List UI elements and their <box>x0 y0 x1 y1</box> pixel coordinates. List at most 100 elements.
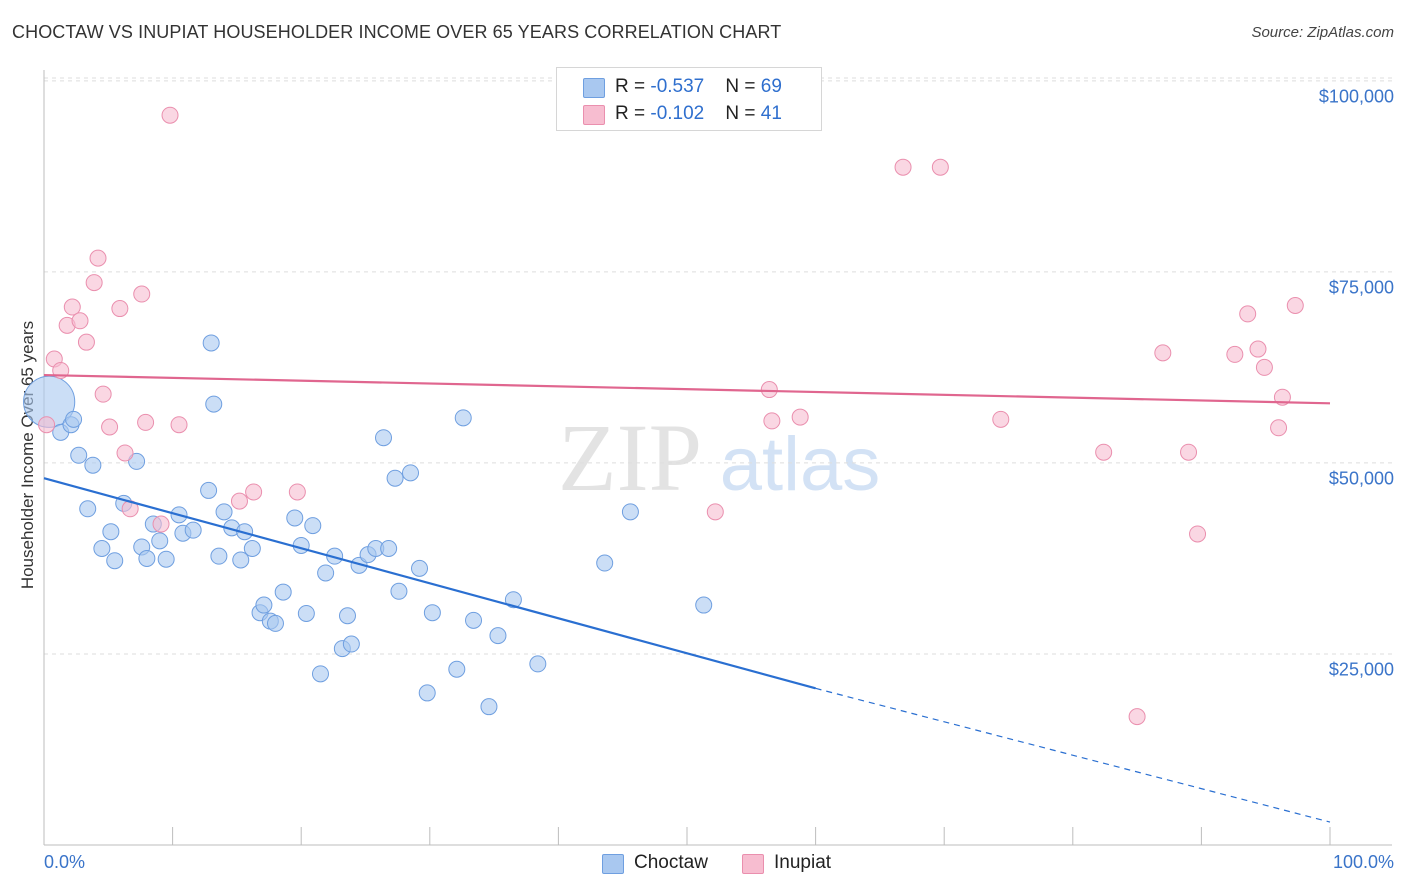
choctaw-point <box>286 509 304 527</box>
inupiat-point <box>931 158 949 176</box>
choctaw-point <box>297 604 315 622</box>
inupiat-point <box>791 408 809 426</box>
correlation-legend: R = -0.537 N = 69 R = -0.102 N = 41 <box>556 67 822 131</box>
r-value: -0.102 <box>650 103 705 124</box>
inupiat-point <box>133 285 151 303</box>
inupiat-point <box>152 515 170 533</box>
inupiat-swatch <box>742 854 764 874</box>
choctaw-point <box>232 551 250 569</box>
n-value: 41 <box>760 103 782 124</box>
choctaw-point <box>84 456 102 474</box>
choctaw-point <box>65 410 83 428</box>
inupiat-point <box>1226 345 1244 363</box>
choctaw-point <box>317 564 335 582</box>
choctaw-point <box>465 611 483 629</box>
inupiat-point <box>1255 358 1273 376</box>
choctaw-point <box>418 684 436 702</box>
choctaw-point <box>202 334 220 352</box>
inupiat-point <box>706 503 724 521</box>
choctaw-point <box>210 547 228 565</box>
choctaw-point <box>402 464 420 482</box>
choctaw-point <box>504 591 522 609</box>
r-value: -0.537 <box>650 76 705 97</box>
inupiat-point <box>111 300 129 318</box>
legend-label: Choctaw <box>634 852 708 873</box>
choctaw-point <box>157 550 175 568</box>
legend-text: R = -0.102 N = 41 <box>615 103 782 124</box>
inupiat-point <box>94 385 112 403</box>
choctaw-point <box>529 655 547 673</box>
inupiat-point <box>763 412 781 430</box>
choctaw-trend-extension <box>815 687 1331 823</box>
inupiat-point <box>161 106 179 124</box>
inupiat-point <box>1270 419 1288 437</box>
inupiat-point <box>1239 305 1257 323</box>
inupiat-point <box>1189 525 1207 543</box>
choctaw-point <box>311 665 329 683</box>
inupiat-point <box>894 158 912 176</box>
inupiat-point <box>1095 443 1113 461</box>
inupiat-point <box>38 416 56 434</box>
choctaw-point <box>102 523 120 541</box>
inupiat-point <box>1180 443 1198 461</box>
inupiat-swatch <box>583 105 605 125</box>
choctaw-point <box>93 540 111 558</box>
inupiat-point <box>1154 344 1172 362</box>
n-value: 69 <box>760 76 782 97</box>
x-tick-label: 0.0% <box>44 852 86 872</box>
choctaw-point <box>200 481 218 499</box>
choctaw-point <box>79 500 97 518</box>
choctaw-point <box>274 583 292 601</box>
inupiat-point <box>992 410 1010 428</box>
choctaw-point <box>151 532 169 550</box>
choctaw-point <box>292 536 310 554</box>
choctaw-trend-line <box>43 477 816 690</box>
choctaw-point <box>205 395 223 413</box>
choctaw-point <box>448 660 466 678</box>
choctaw-point <box>390 582 408 600</box>
inupiat-point <box>1249 340 1267 358</box>
inupiat-point <box>101 418 119 436</box>
watermark-atlas: atlas <box>720 422 881 507</box>
inupiat-point <box>1128 708 1146 726</box>
inupiat-point <box>89 249 107 267</box>
choctaw-point <box>411 559 429 577</box>
inupiat-point <box>85 274 103 292</box>
choctaw-point <box>596 554 614 572</box>
choctaw-point <box>138 549 156 567</box>
inupiat-point <box>137 413 155 431</box>
choctaw-point <box>695 596 713 614</box>
y-tick-label: $50,000 <box>1328 468 1394 489</box>
choctaw-point <box>423 604 441 622</box>
choctaw-point <box>480 698 498 716</box>
choctaw-point <box>489 627 507 645</box>
choctaw-point <box>621 503 639 521</box>
inupiat-point <box>288 483 306 501</box>
chart-title: CHOCTAW VS INUPIAT HOUSEHOLDER INCOME OV… <box>12 22 782 42</box>
y-tick-label: $25,000 <box>1328 659 1394 680</box>
watermark-zip: ZIP <box>558 404 702 511</box>
inupiat-point <box>1286 297 1304 315</box>
inupiat-trend-line <box>43 373 1331 405</box>
choctaw-point <box>255 596 273 614</box>
choctaw-point <box>243 540 261 558</box>
legend-label: Inupiat <box>774 852 832 873</box>
choctaw-swatch <box>583 78 605 98</box>
choctaw-point <box>70 446 88 464</box>
legend-text: R = -0.537 N = 69 <box>615 76 782 97</box>
y-tick-label: $100,000 <box>1318 86 1394 107</box>
choctaw-point <box>304 517 322 535</box>
inupiat-point <box>245 483 263 501</box>
inupiat-point <box>230 492 248 510</box>
choctaw-point <box>338 607 356 625</box>
choctaw-point <box>128 452 146 470</box>
choctaw-point <box>386 469 404 487</box>
inupiat-point <box>760 381 778 399</box>
choctaw-point <box>380 540 398 558</box>
choctaw-point <box>454 409 472 427</box>
choctaw-point <box>266 614 284 632</box>
choctaw-point <box>215 503 233 521</box>
choctaw-point <box>106 552 124 570</box>
x-tick-label: 100.0% <box>1332 852 1394 872</box>
